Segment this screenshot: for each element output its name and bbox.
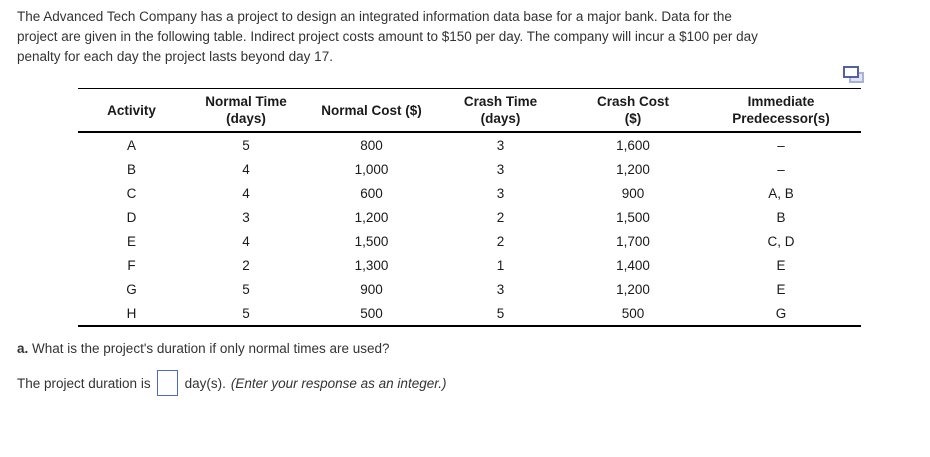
table-row: B 4 1,000 3 1,200 –	[78, 157, 861, 181]
answer-prefix: The project duration is	[17, 375, 151, 391]
cell-crash-cost: 1,600	[616, 137, 650, 153]
cell-normal-cost: 1,300	[354, 257, 389, 273]
cell-predecessors: B	[776, 209, 786, 225]
cell-normal-time: 5	[242, 137, 250, 153]
cell-activity: G	[126, 281, 137, 297]
cell-predecessors: E	[776, 257, 786, 273]
cell-crash-time: 3	[496, 137, 505, 153]
table-row: F 2 1,300 1 1,400 E	[78, 253, 861, 277]
copy-icon-front-rect	[843, 66, 859, 78]
cell-normal-time: 2	[242, 257, 250, 273]
cell-crash-time: 3	[496, 161, 505, 177]
col-header-normal-time: Normal Time (days)	[185, 88, 307, 133]
cell-activity: F	[127, 257, 136, 273]
cell-normal-time: 5	[242, 281, 250, 297]
col-header-crash-time: Crash Time (days)	[436, 88, 565, 133]
copy-icon[interactable]	[843, 66, 864, 86]
header-label: ($)	[624, 111, 642, 126]
header-label: (days)	[226, 111, 266, 126]
cell-crash-time: 2	[496, 233, 505, 249]
cell-activity: A	[126, 137, 136, 153]
cell-predecessors: A, B	[768, 185, 794, 201]
duration-input[interactable]	[156, 370, 178, 396]
cell-crash-time: 3	[496, 185, 505, 201]
cell-crash-time: 3	[496, 281, 505, 297]
cell-predecessors: –	[777, 161, 785, 177]
header-label: Predecessor(s)	[732, 111, 830, 126]
cell-crash-cost: 900	[621, 185, 645, 201]
cell-normal-cost: 900	[360, 281, 383, 297]
table-row: E 4 1,500 2 1,700 C, D	[78, 229, 861, 253]
problem-statement: The Advanced Tech Company has a project …	[17, 7, 758, 67]
activity-data-table: Activity Normal Time (days) Normal Cost …	[78, 88, 861, 327]
table-row: H 5 500 5 500 G	[78, 301, 861, 327]
cell-normal-time: 4	[242, 233, 250, 249]
cell-normal-cost: 1,000	[354, 161, 389, 177]
header-label: Crash Time	[463, 94, 538, 109]
header-label: Normal Time	[205, 94, 287, 109]
cell-normal-cost: 1,500	[354, 233, 389, 249]
problem-statement-line: The Advanced Tech Company has a project …	[17, 9, 732, 24]
cell-crash-cost: 1,400	[616, 257, 650, 273]
cell-activity: D	[126, 209, 137, 225]
table-row: G 5 900 3 1,200 E	[78, 277, 861, 301]
cell-activity: E	[126, 233, 136, 249]
answer-hint: (Enter your response as an integer.)	[230, 375, 447, 391]
cell-normal-cost: 600	[360, 185, 383, 201]
col-header-predecessors: Immediate Predecessor(s)	[701, 88, 861, 133]
cell-predecessors: E	[776, 281, 786, 297]
cell-crash-time: 2	[496, 209, 505, 225]
cell-crash-cost: 1,700	[616, 233, 650, 249]
header-label: Normal Cost ($)	[321, 102, 422, 118]
cell-activity: B	[126, 161, 136, 177]
cell-crash-cost: 1,200	[616, 161, 650, 177]
cell-normal-time: 3	[242, 209, 250, 225]
cell-normal-cost: 500	[307, 301, 436, 327]
question-text: What is the project's duration if only n…	[28, 341, 390, 356]
cell-crash-cost: 1,200	[616, 281, 650, 297]
cell-activity: C	[126, 185, 137, 201]
header-label: (days)	[480, 111, 521, 126]
cell-crash-time: 1	[496, 257, 505, 273]
cell-crash-time: 5	[436, 301, 565, 327]
cell-normal-cost: 1,200	[354, 209, 389, 225]
problem-statement-line: project are given in the following table…	[17, 29, 758, 44]
question-label: a.	[17, 341, 29, 356]
cell-predecessors: G	[701, 301, 861, 327]
col-header-normal-cost: Normal Cost ($)	[307, 88, 436, 133]
table-row: D 3 1,200 2 1,500 B	[78, 205, 861, 229]
cell-predecessors: C, D	[767, 233, 795, 249]
problem-statement-line: penalty for each day the project lasts b…	[17, 49, 333, 64]
table-row: A 5 800 3 1,600 –	[78, 132, 861, 157]
cell-crash-cost: 500	[565, 301, 701, 327]
cell-crash-cost: 1,500	[616, 209, 650, 225]
cell-activity: H	[78, 301, 185, 327]
cell-normal-time: 4	[242, 185, 250, 201]
question-a: a. What is the project's duration if onl…	[17, 339, 390, 359]
col-header-activity: Activity	[78, 88, 185, 133]
cell-normal-time: 4	[242, 161, 250, 177]
cell-predecessors: –	[777, 137, 785, 153]
cell-normal-cost: 800	[360, 137, 383, 153]
header-label: Activity	[107, 102, 156, 118]
table-row: C 4 600 3 900 A, B	[78, 181, 861, 205]
cell-normal-time: 5	[185, 301, 307, 327]
table-header-row: Activity Normal Time (days) Normal Cost …	[78, 88, 861, 133]
answer-row: The project duration is day(s). (Enter y…	[17, 370, 446, 396]
header-label: Crash Cost	[596, 94, 669, 109]
col-header-crash-cost: Crash Cost ($)	[565, 88, 701, 133]
header-label: Immediate	[747, 94, 815, 109]
answer-suffix: day(s).	[184, 375, 226, 391]
